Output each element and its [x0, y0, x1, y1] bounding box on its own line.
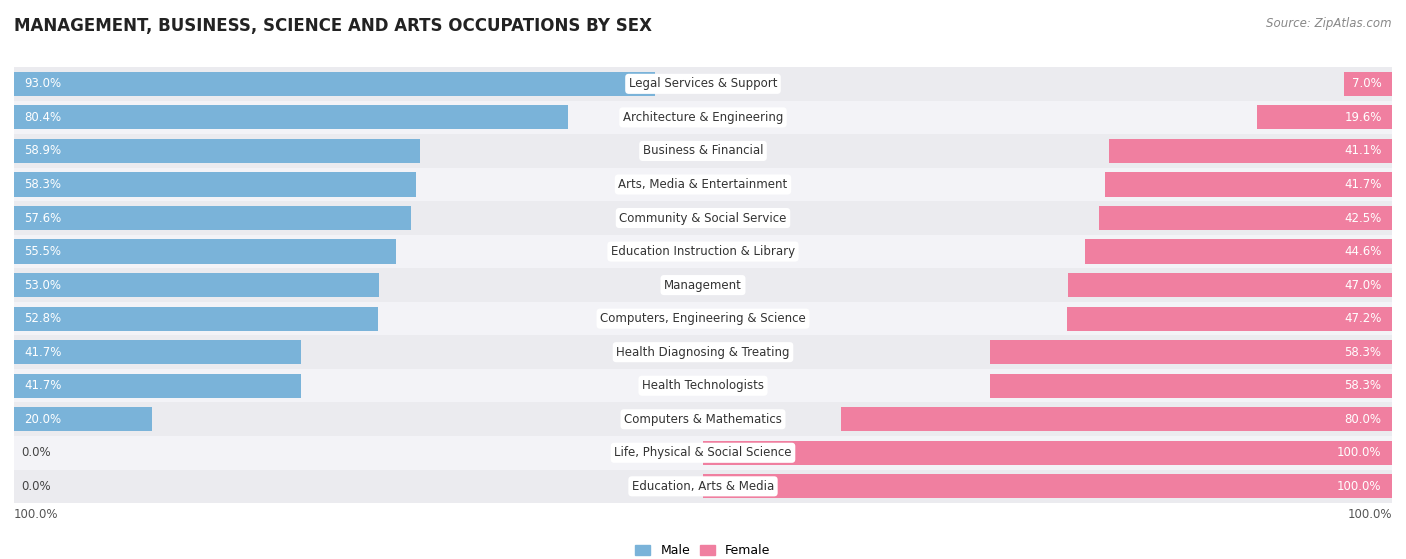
- Bar: [703, 440, 1392, 465]
- Bar: [14, 407, 152, 432]
- Text: Education, Arts & Media: Education, Arts & Media: [631, 480, 775, 493]
- Text: 47.0%: 47.0%: [1344, 278, 1382, 292]
- Text: MANAGEMENT, BUSINESS, SCIENCE AND ARTS OCCUPATIONS BY SEX: MANAGEMENT, BUSINESS, SCIENCE AND ARTS O…: [14, 17, 652, 35]
- Text: 55.5%: 55.5%: [24, 245, 62, 258]
- Bar: [14, 306, 378, 331]
- Bar: [14, 168, 1392, 201]
- Text: 41.7%: 41.7%: [24, 379, 62, 392]
- Bar: [1069, 273, 1392, 297]
- Bar: [990, 373, 1392, 398]
- Bar: [1067, 306, 1392, 331]
- Text: 100.0%: 100.0%: [1347, 508, 1392, 522]
- Bar: [14, 273, 380, 297]
- Bar: [14, 369, 1392, 402]
- Bar: [14, 402, 1392, 436]
- Text: Computers, Engineering & Science: Computers, Engineering & Science: [600, 312, 806, 325]
- Text: 93.0%: 93.0%: [24, 77, 62, 91]
- Text: 0.0%: 0.0%: [21, 446, 51, 459]
- Text: 53.0%: 53.0%: [24, 278, 62, 292]
- Text: 80.0%: 80.0%: [1344, 413, 1382, 426]
- Text: 7.0%: 7.0%: [1351, 77, 1382, 91]
- Text: Management: Management: [664, 278, 742, 292]
- Bar: [14, 335, 1392, 369]
- Text: 41.7%: 41.7%: [1344, 178, 1382, 191]
- Text: 100.0%: 100.0%: [14, 508, 59, 522]
- Text: 47.2%: 47.2%: [1344, 312, 1382, 325]
- Bar: [1344, 72, 1392, 96]
- Text: 41.7%: 41.7%: [24, 345, 62, 359]
- Text: Life, Physical & Social Science: Life, Physical & Social Science: [614, 446, 792, 459]
- Text: 41.1%: 41.1%: [1344, 144, 1382, 158]
- Bar: [14, 302, 1392, 335]
- Text: Architecture & Engineering: Architecture & Engineering: [623, 111, 783, 124]
- Bar: [14, 470, 1392, 503]
- Text: Computers & Mathematics: Computers & Mathematics: [624, 413, 782, 426]
- Text: 100.0%: 100.0%: [1337, 446, 1382, 459]
- Text: 58.3%: 58.3%: [1344, 345, 1382, 359]
- Bar: [1109, 139, 1392, 163]
- Bar: [14, 373, 301, 398]
- Bar: [14, 340, 301, 364]
- Bar: [1099, 206, 1392, 230]
- Bar: [1084, 239, 1392, 264]
- Text: Education Instruction & Library: Education Instruction & Library: [612, 245, 794, 258]
- Text: Arts, Media & Entertainment: Arts, Media & Entertainment: [619, 178, 787, 191]
- Text: Business & Financial: Business & Financial: [643, 144, 763, 158]
- Text: 0.0%: 0.0%: [21, 480, 51, 493]
- Text: 57.6%: 57.6%: [24, 211, 62, 225]
- Bar: [703, 474, 1392, 499]
- Text: Legal Services & Support: Legal Services & Support: [628, 77, 778, 91]
- Bar: [14, 239, 396, 264]
- Text: 80.4%: 80.4%: [24, 111, 62, 124]
- Bar: [990, 340, 1392, 364]
- Bar: [14, 72, 655, 96]
- Bar: [14, 105, 568, 130]
- Text: Health Technologists: Health Technologists: [643, 379, 763, 392]
- Text: 19.6%: 19.6%: [1344, 111, 1382, 124]
- Text: 58.3%: 58.3%: [24, 178, 62, 191]
- Legend: Male, Female: Male, Female: [630, 539, 776, 559]
- Bar: [1105, 172, 1392, 197]
- Text: 52.8%: 52.8%: [24, 312, 62, 325]
- Text: Community & Social Service: Community & Social Service: [619, 211, 787, 225]
- Bar: [14, 101, 1392, 134]
- Bar: [14, 235, 1392, 268]
- Bar: [14, 201, 1392, 235]
- Text: 20.0%: 20.0%: [24, 413, 62, 426]
- Text: 44.6%: 44.6%: [1344, 245, 1382, 258]
- Bar: [14, 134, 1392, 168]
- Bar: [841, 407, 1392, 432]
- Bar: [14, 139, 420, 163]
- Text: 42.5%: 42.5%: [1344, 211, 1382, 225]
- Text: 100.0%: 100.0%: [1337, 480, 1382, 493]
- Bar: [14, 172, 416, 197]
- Bar: [14, 206, 411, 230]
- Bar: [1257, 105, 1392, 130]
- Text: Source: ZipAtlas.com: Source: ZipAtlas.com: [1267, 17, 1392, 30]
- Text: Health Diagnosing & Treating: Health Diagnosing & Treating: [616, 345, 790, 359]
- Bar: [14, 67, 1392, 101]
- Bar: [14, 436, 1392, 470]
- Text: 58.9%: 58.9%: [24, 144, 62, 158]
- Bar: [14, 268, 1392, 302]
- Text: 58.3%: 58.3%: [1344, 379, 1382, 392]
